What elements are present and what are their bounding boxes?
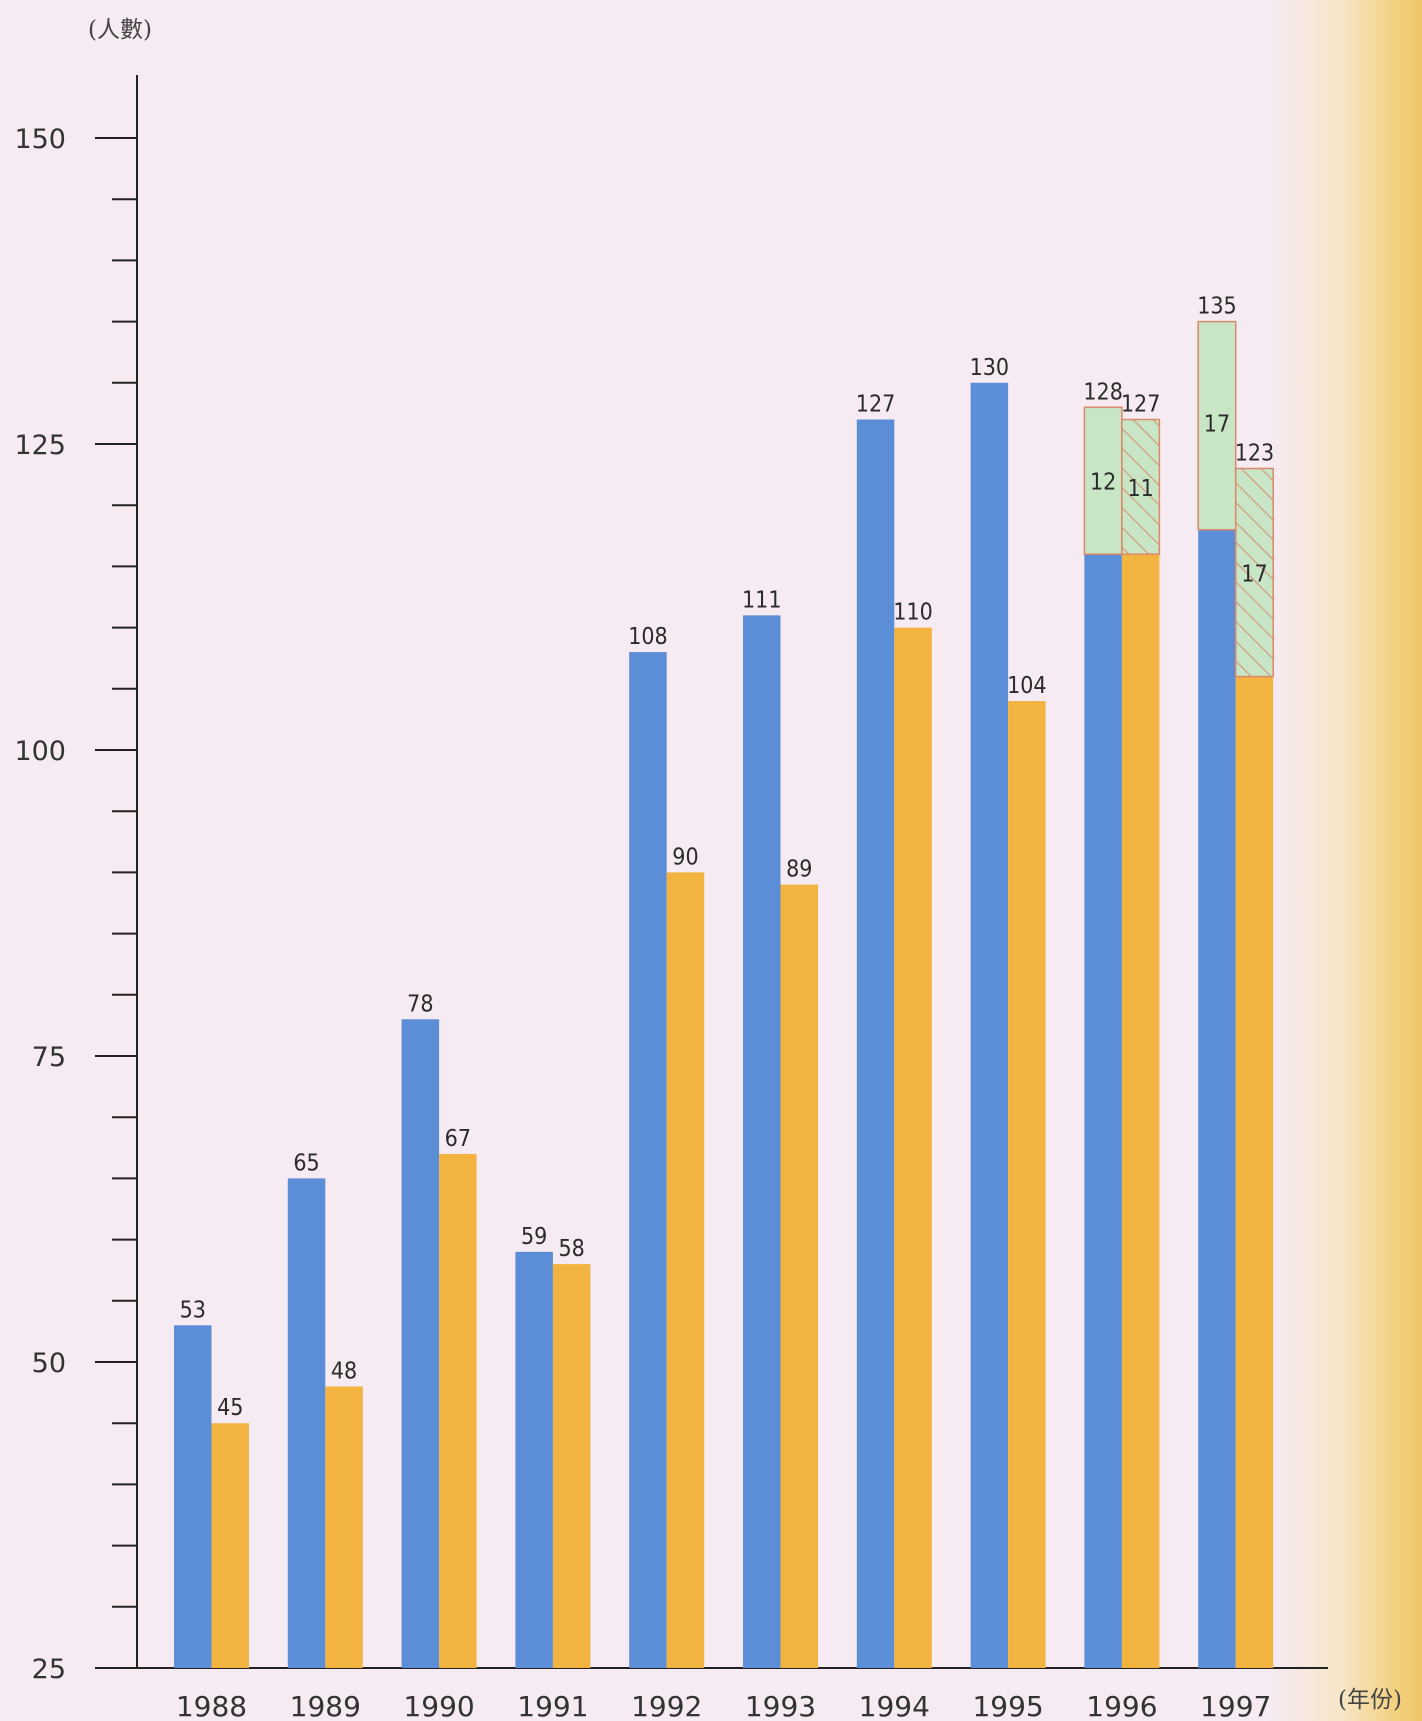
- stack-segment-series-2: [1234, 467, 1274, 678]
- stack-segment-label: 17: [1241, 562, 1267, 588]
- bar-series-1: [743, 615, 781, 1668]
- bar-series-2: [325, 1386, 363, 1668]
- bar-value-label: 48: [331, 1358, 357, 1384]
- stack-segment-series-1: [1197, 320, 1237, 531]
- x-tick-label: 1994: [859, 1690, 930, 1721]
- y-tick-label: 100: [14, 736, 66, 767]
- bar-value-label: 90: [672, 844, 698, 870]
- bar-value-label: 67: [445, 1126, 471, 1152]
- bar-series-2: [1235, 676, 1274, 1668]
- bar-value-label: 45: [217, 1395, 243, 1421]
- stack-segment-label: 17: [1204, 412, 1230, 438]
- bar-value-label: 110: [893, 600, 933, 626]
- stack-segment-series-1: [1083, 406, 1123, 555]
- bar-value-label: 127: [856, 392, 896, 418]
- bar-series-2: [666, 872, 705, 1668]
- bar-value-label: 128: [1083, 379, 1123, 405]
- y-tick-label: 50: [32, 1348, 66, 1379]
- bar-series-1: [515, 1251, 553, 1668]
- bar-series-2: [1008, 701, 1046, 1668]
- bar-series-2: [211, 1423, 249, 1668]
- bar-series-1: [970, 382, 1009, 1668]
- bar-value-label: 104: [1007, 673, 1047, 699]
- bar-value-label: 135: [1197, 294, 1237, 320]
- y-tick-label: 75: [32, 1042, 66, 1073]
- y-tick-label: 125: [14, 430, 66, 461]
- x-tick-label: 1990: [403, 1690, 474, 1721]
- x-tick-label: 1992: [631, 1690, 702, 1721]
- bar-value-label: 127: [1121, 392, 1161, 418]
- bar-value-label: 65: [293, 1150, 319, 1176]
- bar-value-label: 130: [970, 355, 1010, 381]
- bar-series-1: [287, 1178, 326, 1668]
- bar-series-1: [856, 419, 895, 1668]
- bar-series-1: [629, 652, 667, 1668]
- bar-value-label: 108: [628, 624, 668, 650]
- bar-series-1: [174, 1325, 212, 1668]
- bar-value-label: 111: [742, 587, 782, 613]
- bar-series-1: [1198, 529, 1236, 1669]
- stack-segment-series-2: [1121, 418, 1161, 555]
- x-tick-label: 1997: [1200, 1690, 1271, 1721]
- x-tick-label: 1995: [972, 1690, 1043, 1721]
- x-axis-title: (年份): [1338, 1687, 1402, 1713]
- x-tick-label: 1993: [745, 1690, 816, 1721]
- x-tick-label: 1996: [1086, 1690, 1157, 1721]
- stack-segment-label: 12: [1090, 470, 1116, 496]
- bar-series-1: [1084, 554, 1122, 1669]
- bar-value-label: 58: [558, 1236, 584, 1262]
- bar-series-1: [401, 1019, 440, 1668]
- bar-value-label: 53: [180, 1297, 206, 1323]
- bar-series-2: [1121, 554, 1160, 1669]
- bars: [174, 320, 1274, 1669]
- labels: 25 50 75 100 125 150 1988 53 45 1989 65 48 1990 78 67 1…: [14, 124, 1274, 1721]
- y-axis-title: (人數): [88, 17, 152, 43]
- y-tick-label: 150: [14, 124, 66, 155]
- bar-series-2: [894, 627, 932, 1668]
- bar-series-2: [780, 884, 818, 1668]
- y-tick-label: 25: [32, 1654, 66, 1685]
- x-tick-label: 1988: [176, 1690, 247, 1721]
- bar-value-label: 78: [407, 991, 433, 1017]
- x-tick-label: 1989: [290, 1690, 361, 1721]
- bar-value-label: 89: [786, 857, 812, 883]
- bar-value-label: 59: [521, 1224, 547, 1250]
- x-tick-label: 1991: [517, 1690, 588, 1721]
- bar-series-2: [439, 1153, 477, 1668]
- bar-value-label: 123: [1235, 440, 1275, 466]
- stack-segment-label: 11: [1127, 476, 1153, 502]
- bar-series-2: [552, 1264, 591, 1668]
